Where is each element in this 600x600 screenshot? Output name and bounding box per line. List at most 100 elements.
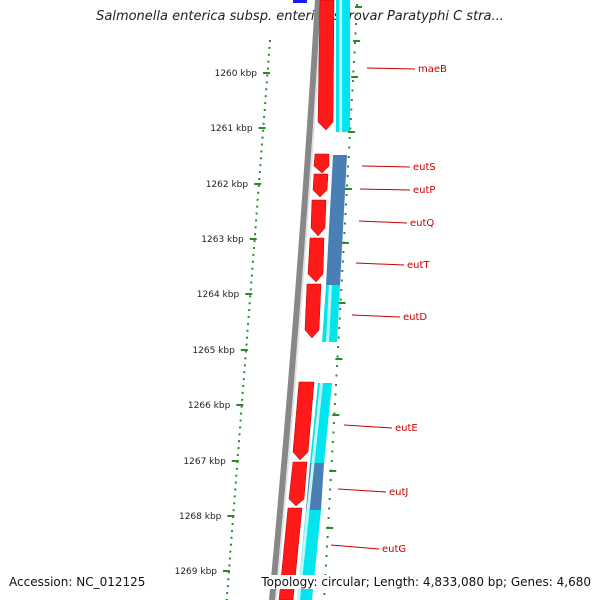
minor-tick [237, 447, 240, 450]
gene-block-eut-upper[interactable] [304, 153, 347, 342]
gene-label-eutJ[interactable]: eutJ [389, 487, 408, 498]
gene-label-maeB[interactable]: maeB [418, 64, 447, 75]
minor-tick [260, 150, 263, 153]
outer-dot [341, 260, 344, 263]
outer-dash [338, 302, 346, 304]
gene-arrow-eutD[interactable] [304, 283, 322, 339]
outer-dash [353, 40, 361, 42]
outer-dot [347, 156, 350, 158]
minor-tick [232, 509, 235, 512]
cds-bar-maeB[interactable] [336, 0, 350, 132]
minor-tick [265, 81, 268, 84]
outer-dot [329, 479, 332, 481]
minor-tick [257, 191, 260, 194]
map-title: Salmonella enterica subsp. enterica sero… [96, 9, 504, 24]
outer-dot [341, 270, 344, 272]
outer-dash [341, 242, 349, 244]
gene-label-eutG[interactable]: eutG [382, 544, 406, 555]
minor-tick [263, 109, 266, 111]
minor-tick [230, 543, 232, 546]
minor-tick [249, 288, 252, 291]
kbp-tick [231, 460, 239, 462]
operon-bar-eut-upper[interactable] [326, 155, 347, 285]
outer-dot [328, 507, 331, 510]
outer-dot [335, 384, 337, 386]
outer-dot [349, 127, 352, 130]
gene-arrow-eutT[interactable] [307, 237, 325, 283]
outer-dot [330, 469, 333, 472]
kbp-label: 1266 kbp [188, 401, 231, 411]
outer-dash [348, 131, 356, 133]
gene-label-leader [366, 67, 416, 70]
minor-tick [258, 171, 261, 174]
minor-tick [240, 412, 243, 415]
minor-tick [257, 184, 260, 187]
gene-label-eutQ[interactable]: eutQ [410, 218, 434, 229]
gene-label-leader [351, 314, 401, 318]
gene-arrow-eutJ[interactable] [288, 461, 308, 507]
outer-dot [334, 393, 337, 396]
gene-label-leader [359, 188, 411, 191]
kbp-tick [249, 238, 257, 240]
gene-arrow-eutQ[interactable] [310, 199, 327, 237]
gene-label-eutD[interactable]: eutD [403, 312, 427, 323]
gene-block-eut-lower[interactable] [278, 381, 332, 600]
outer-dot [353, 51, 356, 54]
kbp-tick [263, 72, 270, 74]
minor-tick [246, 329, 249, 332]
minor-tick [266, 74, 269, 77]
gene-block-maeB[interactable] [317, 0, 350, 132]
gene-label-eutE[interactable]: eutE [395, 423, 418, 434]
outer-dot [356, 4, 359, 6]
gene-label-eutP[interactable]: eutP [413, 185, 435, 196]
minor-tick [256, 198, 259, 201]
outer-dash [355, 6, 362, 8]
genome-backbone-inner [275, 0, 323, 600]
outer-dot [352, 70, 355, 73]
outer-dot [352, 61, 355, 63]
minor-tick [230, 536, 233, 539]
gene-label-leader [358, 220, 408, 224]
kbp-label: 1267 kbp [183, 457, 226, 467]
minor-tick [251, 267, 254, 270]
kbp-tick [254, 183, 262, 185]
outer-dot [355, 13, 358, 16]
gene-arrow-maeB[interactable] [317, 0, 335, 131]
minor-tick [246, 336, 248, 339]
outer-dot [323, 593, 326, 595]
minor-tick [241, 391, 244, 394]
gene-label-track: maeB eutS eutP eutQ eutT eutD eutE eutJ eutG [330, 64, 447, 555]
minor-tick [235, 474, 238, 477]
minor-tick [232, 516, 235, 519]
minor-tick [268, 46, 271, 49]
outer-dot [342, 251, 345, 253]
outer-dot [339, 298, 342, 301]
gene-arrow-eutS[interactable] [313, 153, 330, 174]
gene-label-eutT[interactable]: eutT [407, 260, 430, 271]
minor-tick [252, 253, 255, 256]
minor-tick [254, 233, 256, 236]
outer-dot [332, 422, 335, 424]
minor-tick [264, 95, 267, 98]
outer-dot [330, 460, 333, 462]
gene-label-eutS[interactable]: eutS [413, 162, 436, 173]
minor-tick [242, 378, 245, 381]
minor-tick [228, 564, 231, 567]
outer-dash [329, 470, 337, 472]
minor-tick [262, 129, 265, 132]
outer-dash [351, 76, 359, 78]
outer-dot [349, 118, 352, 120]
outer-dot [336, 355, 339, 358]
outer-dot [325, 555, 328, 557]
outer-dot [340, 289, 343, 291]
gene-arrow-eutP[interactable] [312, 173, 329, 198]
minor-tick [239, 419, 242, 422]
minor-tick [227, 578, 230, 581]
outer-dot [346, 184, 349, 187]
cds-bar-eutD[interactable] [322, 285, 340, 342]
kbp-label: 1265 kbp [192, 346, 235, 356]
gene-arrow-eutE[interactable] [292, 381, 315, 461]
kbp-label: 1261 kbp [210, 124, 253, 134]
minor-tick [231, 529, 233, 532]
